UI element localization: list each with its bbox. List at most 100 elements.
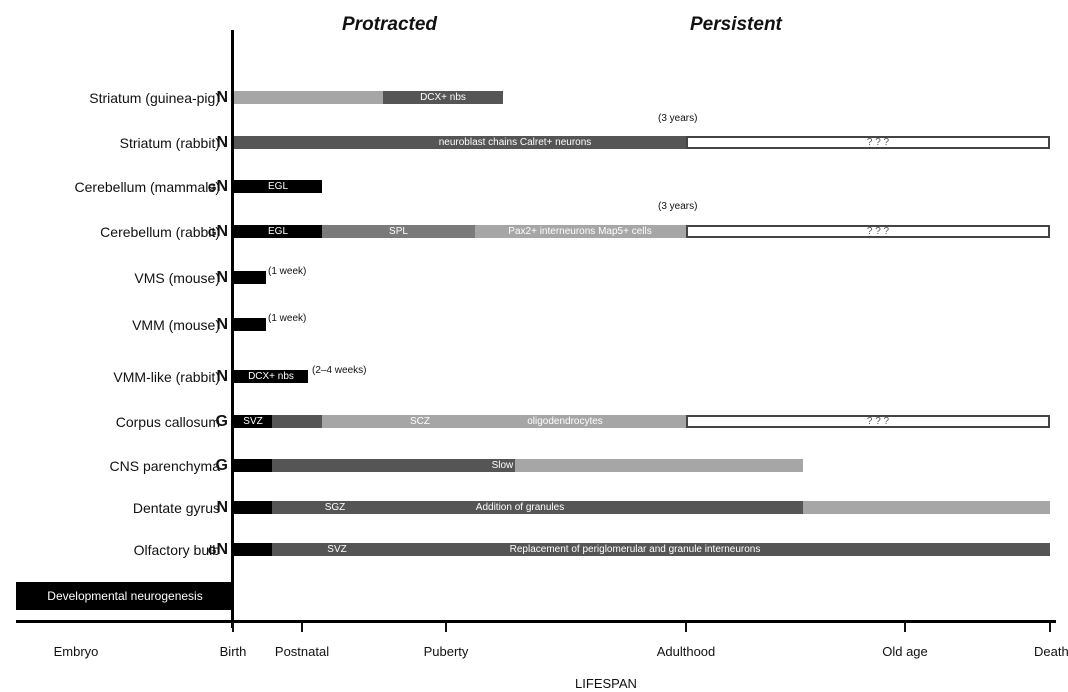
segment-label: SCZ	[410, 416, 430, 427]
row-type-indicator: N	[202, 134, 228, 152]
axis-tick	[232, 622, 234, 632]
timeline-segment	[234, 501, 272, 514]
axis-tick-label: Embryo	[53, 644, 99, 659]
row-type-indicator: N	[202, 499, 228, 517]
axis-tick-label: Old age	[882, 644, 928, 659]
row-label: Striatum (rabbit)	[119, 135, 220, 151]
phase-persistent: Persistent	[690, 14, 782, 35]
type-main: N	[216, 269, 228, 286]
segment-label: neuroblast chains Calret+ neurons	[438, 137, 592, 148]
timeline-segment	[234, 271, 266, 284]
timeline-segment	[272, 543, 686, 556]
axis-tick-label: Puberty	[423, 644, 469, 659]
timeline-segment	[322, 225, 475, 238]
duration-note: (3 years)	[658, 113, 698, 124]
segment-label: SVZ	[327, 544, 347, 555]
row-label: VMS (mouse)	[134, 270, 220, 286]
segment-label: ? ? ?	[866, 226, 890, 237]
type-prefix: G	[207, 545, 217, 557]
timeline-segment	[272, 415, 322, 428]
timeline-segment	[686, 415, 1050, 428]
row-label: Striatum (guinea-pig)	[89, 90, 220, 106]
timeline-segment	[515, 501, 803, 514]
duration-note: (1 week)	[268, 266, 307, 277]
timeline-segment	[234, 370, 308, 383]
timeline-segment	[234, 543, 272, 556]
axis-title: LIFESPAN	[575, 676, 637, 691]
type-main: N	[216, 541, 228, 558]
segment-label: Addition of granules	[475, 502, 565, 513]
timeline-segment	[686, 136, 1050, 149]
segment-label: SPL	[389, 226, 408, 237]
type-main: N	[216, 316, 228, 333]
duration-note: (3 years)	[658, 201, 698, 212]
row-label: Corpus callosum	[115, 414, 220, 430]
type-main: N	[216, 89, 228, 106]
birth-line	[231, 30, 234, 628]
axis-tick	[904, 622, 906, 632]
row-type-indicator: N	[202, 269, 228, 287]
timeline-segment	[475, 225, 686, 238]
duration-note: (1 week)	[268, 313, 307, 324]
row-label: Dentate gyrus	[132, 500, 220, 516]
segment-label: oligodendrocytes	[527, 416, 603, 427]
row-label: Cerebellum (mammals)	[74, 179, 220, 195]
phase-protracted: Protracted	[342, 14, 438, 35]
axis-tick-label: Postnatal	[274, 644, 330, 659]
duration-note: (2–4 weeks)	[312, 365, 367, 376]
type-main: N	[216, 368, 228, 385]
row-label: VMM (mouse)	[132, 317, 220, 333]
row-type-indicator: GN	[202, 541, 228, 560]
row-type-indicator: G	[202, 457, 228, 475]
segment-label: DCX+ nbs	[420, 92, 466, 103]
timeline-segment	[272, 459, 515, 472]
axis-tick	[445, 622, 447, 632]
segment-label: Pax2+ interneurons Map5+ cells	[508, 226, 652, 237]
timeline-segment	[272, 501, 515, 514]
axis-tick-label: Death	[1034, 644, 1068, 659]
type-main: N	[216, 499, 228, 516]
row-label: Olfactory bulb	[133, 542, 220, 558]
timeline-segment	[686, 543, 1050, 556]
row-type-indicator: G	[202, 413, 228, 431]
axis-tick-label: Adulthood	[656, 644, 716, 659]
timeline-segment	[383, 91, 503, 104]
axis-tick	[685, 622, 687, 632]
timeline-segment	[234, 415, 272, 428]
segment-label: SVZ	[243, 416, 263, 427]
row-label: Cerebellum (rabbit)	[100, 224, 220, 240]
row-type-indicator: N	[202, 316, 228, 334]
type-main: N	[216, 134, 228, 151]
developmental-neurogenesis-box: Developmental neurogenesis	[16, 582, 234, 610]
timeline-segment	[234, 136, 686, 149]
axis-tick	[301, 622, 303, 632]
axis-tick-label: Birth	[219, 644, 247, 659]
type-main: N	[216, 223, 228, 240]
row-label: CNS parenchyma	[109, 458, 221, 474]
type-main: G	[215, 457, 228, 474]
timeline-segment	[515, 415, 686, 428]
type-main: G	[215, 413, 228, 430]
row-type-indicator: GN	[202, 223, 228, 242]
segment-label: EGL	[267, 226, 289, 237]
type-prefix: G	[207, 182, 217, 194]
type-main: N	[216, 178, 228, 195]
timeline-segment	[234, 318, 266, 331]
timeline-segment	[234, 91, 383, 104]
axis-tick	[1049, 622, 1051, 632]
timeline-segment	[234, 459, 272, 472]
row-label: VMM-like (rabbit)	[113, 369, 220, 385]
row-type-indicator: N	[202, 368, 228, 386]
lifespan-axis	[16, 620, 1056, 623]
row-type-indicator: N	[202, 89, 228, 107]
segment-label: DCX+ nbs	[248, 371, 294, 382]
timeline-segment	[803, 501, 1050, 514]
segment-label: Replacement of periglomerular and granul…	[509, 544, 761, 555]
type-prefix: G	[207, 227, 217, 239]
segment-label: EGL	[267, 181, 289, 192]
segment-label: ? ? ?	[866, 416, 890, 427]
timeline-segment	[234, 225, 322, 238]
timeline-segment	[686, 225, 1050, 238]
segment-label: ? ? ?	[866, 137, 890, 148]
timeline-segment	[322, 415, 515, 428]
